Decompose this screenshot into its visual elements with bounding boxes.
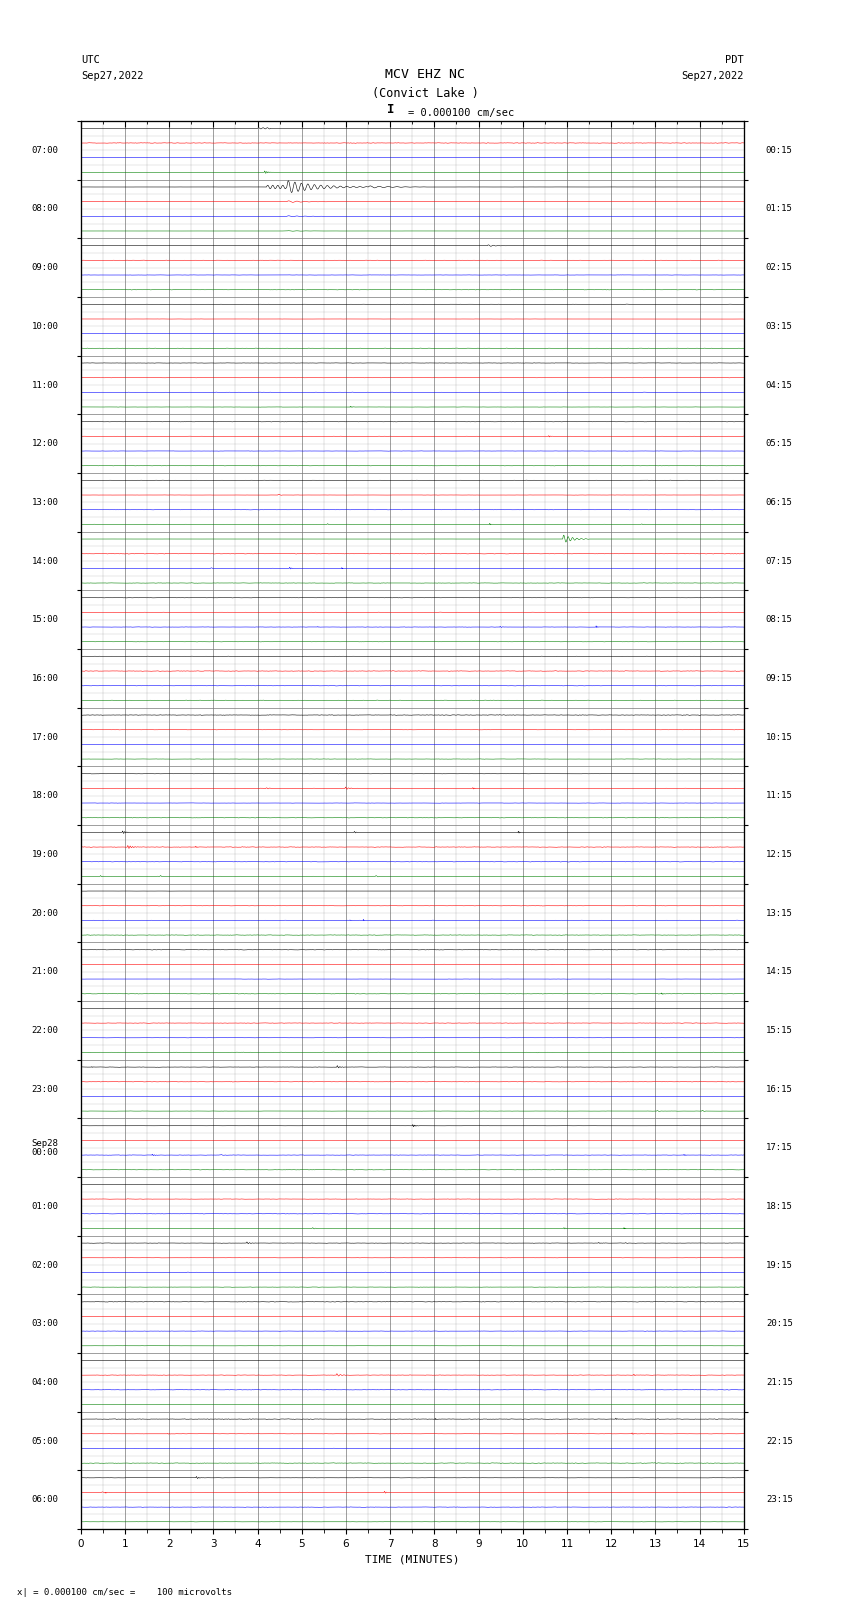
Text: 14:00: 14:00 xyxy=(31,556,59,566)
Text: 15:00: 15:00 xyxy=(31,615,59,624)
Text: 06:00: 06:00 xyxy=(31,1495,59,1505)
Text: 17:00: 17:00 xyxy=(31,732,59,742)
Text: 02:15: 02:15 xyxy=(766,263,793,273)
Text: 18:00: 18:00 xyxy=(31,792,59,800)
Text: 05:15: 05:15 xyxy=(766,439,793,448)
Text: 01:00: 01:00 xyxy=(31,1202,59,1211)
Text: 03:15: 03:15 xyxy=(766,323,793,331)
Text: 01:15: 01:15 xyxy=(766,205,793,213)
Text: 16:15: 16:15 xyxy=(766,1084,793,1094)
Text: 12:00: 12:00 xyxy=(31,439,59,448)
Text: 12:15: 12:15 xyxy=(766,850,793,858)
X-axis label: TIME (MINUTES): TIME (MINUTES) xyxy=(365,1555,460,1565)
Text: 22:00: 22:00 xyxy=(31,1026,59,1036)
Text: MCV EHZ NC: MCV EHZ NC xyxy=(385,68,465,81)
Text: 17:15: 17:15 xyxy=(766,1144,793,1152)
Text: Sep28: Sep28 xyxy=(31,1139,59,1148)
Text: 11:00: 11:00 xyxy=(31,381,59,389)
Text: 22:15: 22:15 xyxy=(766,1437,793,1445)
Text: 08:15: 08:15 xyxy=(766,615,793,624)
Text: 08:00: 08:00 xyxy=(31,205,59,213)
Text: 16:00: 16:00 xyxy=(31,674,59,682)
Text: 14:15: 14:15 xyxy=(766,968,793,976)
Text: x| = 0.000100 cm/sec =    100 microvolts: x| = 0.000100 cm/sec = 100 microvolts xyxy=(17,1587,232,1597)
Text: I: I xyxy=(388,103,394,116)
Text: 03:00: 03:00 xyxy=(31,1319,59,1327)
Text: UTC: UTC xyxy=(81,55,99,65)
Text: 15:15: 15:15 xyxy=(766,1026,793,1036)
Text: 13:00: 13:00 xyxy=(31,498,59,506)
Text: 21:15: 21:15 xyxy=(766,1378,793,1387)
Text: 20:00: 20:00 xyxy=(31,908,59,918)
Text: (Convict Lake ): (Convict Lake ) xyxy=(371,87,479,100)
Text: = 0.000100 cm/sec: = 0.000100 cm/sec xyxy=(408,108,514,118)
Text: PDT: PDT xyxy=(725,55,744,65)
Text: 23:00: 23:00 xyxy=(31,1084,59,1094)
Text: 23:15: 23:15 xyxy=(766,1495,793,1505)
Text: 20:15: 20:15 xyxy=(766,1319,793,1327)
Text: 04:15: 04:15 xyxy=(766,381,793,389)
Text: 19:00: 19:00 xyxy=(31,850,59,858)
Text: Sep27,2022: Sep27,2022 xyxy=(681,71,744,81)
Text: 10:00: 10:00 xyxy=(31,323,59,331)
Text: 18:15: 18:15 xyxy=(766,1202,793,1211)
Text: Sep27,2022: Sep27,2022 xyxy=(81,71,144,81)
Text: 09:00: 09:00 xyxy=(31,263,59,273)
Text: 05:00: 05:00 xyxy=(31,1437,59,1445)
Text: 00:00: 00:00 xyxy=(31,1148,59,1157)
Text: 11:15: 11:15 xyxy=(766,792,793,800)
Text: 07:15: 07:15 xyxy=(766,556,793,566)
Text: 09:15: 09:15 xyxy=(766,674,793,682)
Text: 06:15: 06:15 xyxy=(766,498,793,506)
Text: 21:00: 21:00 xyxy=(31,968,59,976)
Text: 04:00: 04:00 xyxy=(31,1378,59,1387)
Text: 13:15: 13:15 xyxy=(766,908,793,918)
Text: 19:15: 19:15 xyxy=(766,1261,793,1269)
Text: 02:00: 02:00 xyxy=(31,1261,59,1269)
Text: 10:15: 10:15 xyxy=(766,732,793,742)
Text: 00:15: 00:15 xyxy=(766,145,793,155)
Text: 07:00: 07:00 xyxy=(31,145,59,155)
